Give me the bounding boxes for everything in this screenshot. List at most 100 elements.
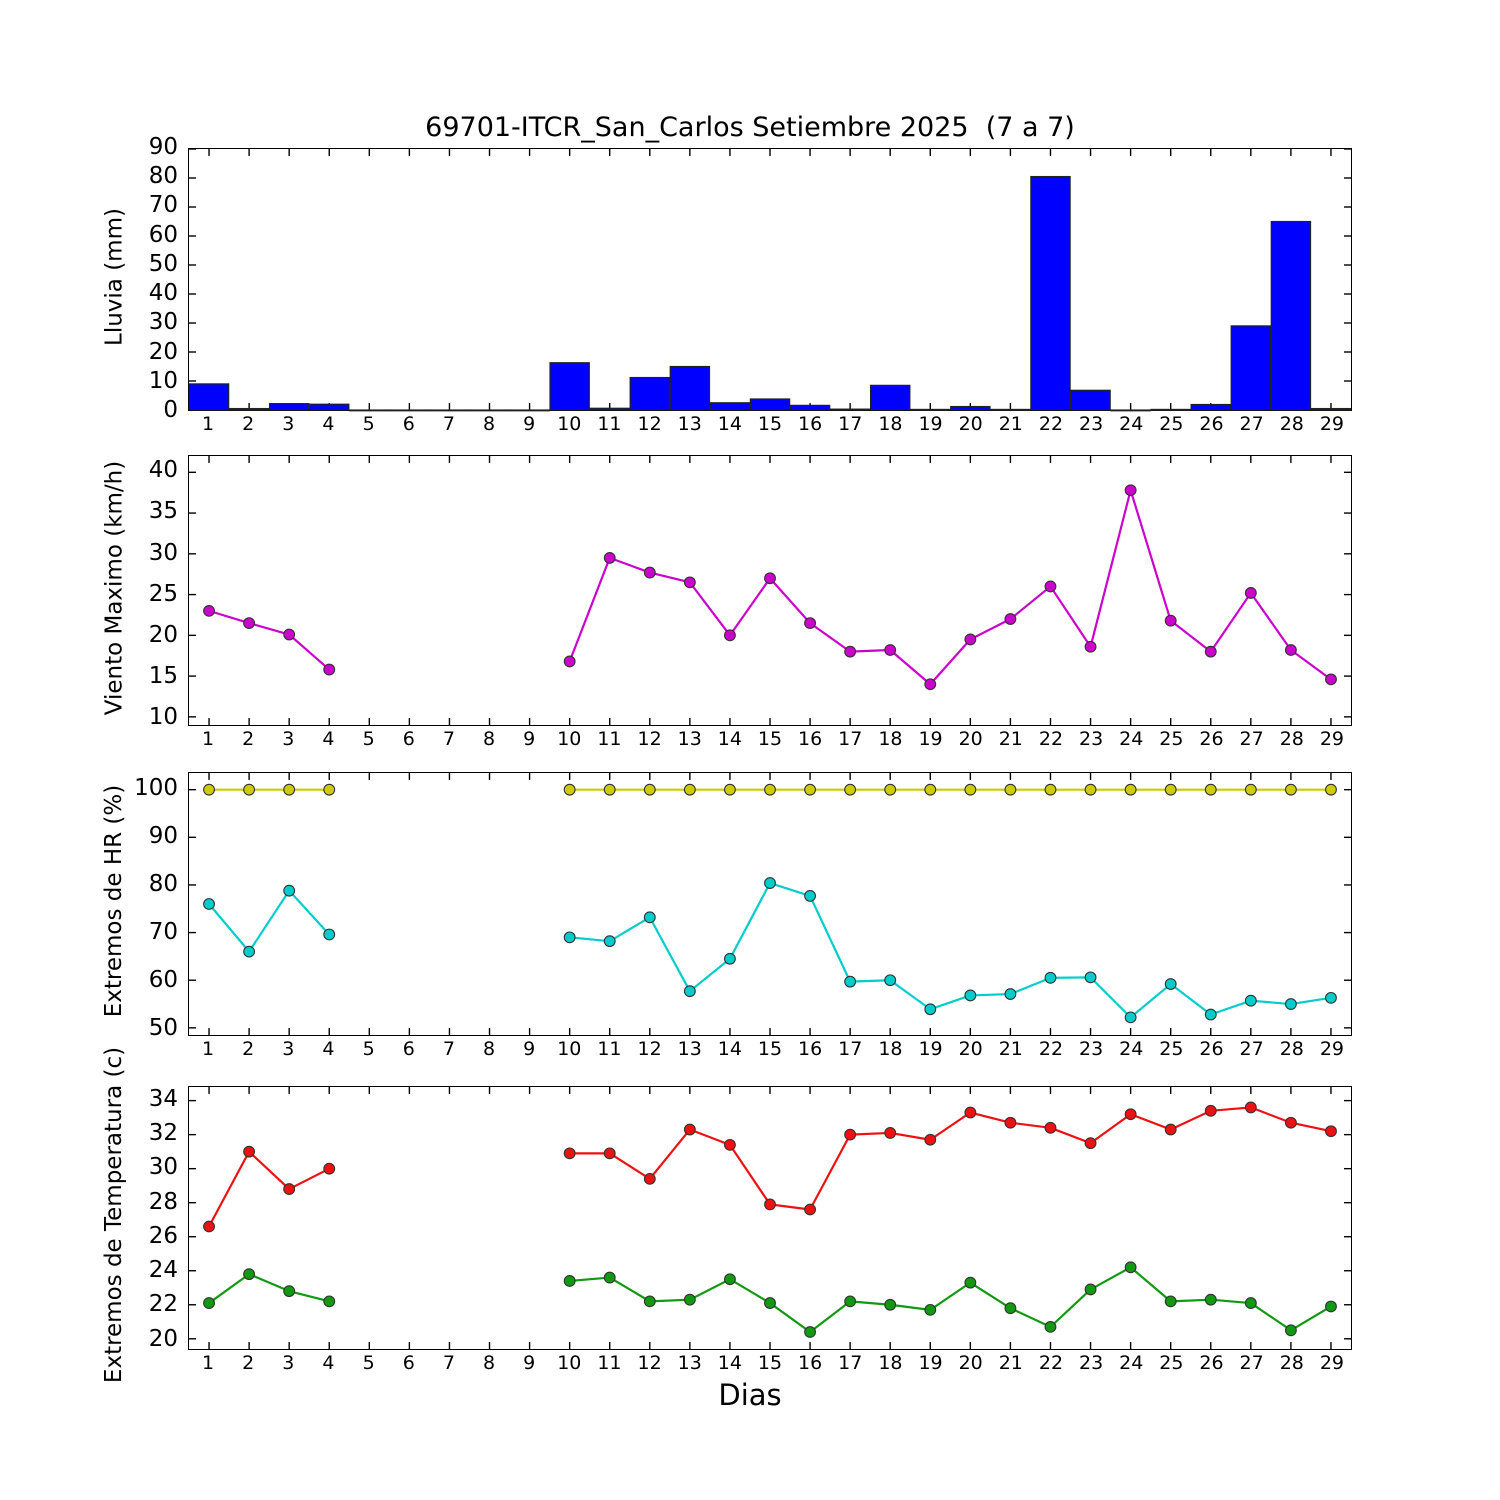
data-point-marker — [723, 783, 736, 796]
x-tick-label: 25 — [1159, 728, 1184, 750]
data-point-marker — [1244, 587, 1257, 599]
figure-title: 69701-ITCR_San_Carlos Setiembre 2025 (7 … — [425, 112, 1075, 143]
data-point-marker — [203, 1220, 215, 1233]
y-tick-label: 35 — [148, 498, 178, 525]
data-point-marker — [1164, 978, 1177, 990]
x-tick-label: 9 — [523, 1352, 536, 1374]
data-point-marker — [683, 783, 696, 796]
y-tick-label: 26 — [148, 1222, 178, 1249]
x-tick-label: 10 — [557, 1352, 582, 1374]
data-point-marker — [1284, 783, 1297, 796]
y-tick-label: 32 — [148, 1120, 178, 1146]
data-point-marker — [1164, 1123, 1177, 1136]
data-point-marker — [1044, 1121, 1057, 1134]
data-point-marker — [1284, 1324, 1297, 1337]
x-tick-label: 14 — [717, 728, 742, 750]
data-point-marker — [764, 1198, 776, 1211]
x-tick-label: 27 — [1239, 413, 1264, 435]
data-point-marker — [924, 1003, 937, 1016]
x-tick-label: 7 — [442, 413, 455, 435]
x-tick-label: 4 — [322, 413, 335, 435]
data-point-marker — [764, 572, 776, 585]
data-point-marker — [1124, 783, 1137, 796]
x-tick-label: 28 — [1279, 413, 1304, 435]
x-tick-label: 11 — [597, 1352, 622, 1374]
x-tick-label: 5 — [362, 728, 375, 750]
x-tick-label: 18 — [878, 728, 903, 750]
data-point-marker — [844, 645, 857, 658]
x-tick-label: 6 — [402, 728, 415, 750]
data-point-marker — [1284, 998, 1297, 1010]
y-tick-label: 90 — [148, 822, 178, 849]
x-tick-label: 14 — [717, 1038, 742, 1060]
y-tick-label: 80 — [148, 870, 178, 897]
x-tick-label: 20 — [958, 728, 983, 750]
x-tick-label: 17 — [838, 728, 863, 750]
data-point-marker — [1004, 613, 1017, 625]
data-point-marker — [1124, 1261, 1137, 1274]
rain-bar — [829, 408, 871, 411]
data-point-marker — [924, 678, 937, 691]
y-tick-label: 0 — [163, 397, 178, 423]
x-tick-label: 27 — [1239, 1352, 1264, 1374]
rain-bar — [509, 409, 550, 412]
data-point-marker — [884, 644, 897, 656]
data-point-marker — [1204, 1008, 1217, 1021]
data-point-marker — [964, 1276, 977, 1289]
data-point-marker — [1244, 783, 1257, 796]
yaxis-ticks-hr: 50 60 70 80 90 100 — [126, 772, 178, 1039]
y-tick-label: 40 — [148, 457, 178, 484]
data-point-marker — [643, 566, 656, 579]
y-tick-label: 80 — [148, 163, 178, 190]
data-point-marker — [804, 1326, 817, 1338]
x-tick-label: 26 — [1199, 1352, 1224, 1374]
x-tick-label: 4 — [322, 728, 335, 750]
data-point-marker — [563, 1147, 576, 1160]
data-point-marker — [1124, 484, 1137, 497]
x-tick-label: 8 — [482, 1038, 496, 1060]
data-point-marker — [1084, 1137, 1097, 1150]
y-tick-label: 20 — [148, 338, 178, 365]
data-point-marker — [603, 1147, 616, 1160]
data-point-marker — [1164, 783, 1177, 796]
x-tick-label: 16 — [798, 1352, 823, 1374]
x-tick-label: 17 — [838, 413, 863, 435]
y-tick-label: 24 — [148, 1257, 178, 1284]
panel-hr — [188, 772, 1352, 1036]
x-tick-label: 24 — [1119, 1352, 1144, 1374]
y-tick-label: 70 — [148, 918, 178, 945]
x-tick-label: 17 — [838, 1352, 863, 1374]
x-tick-label: 11 — [597, 728, 622, 750]
xaxis-label: Dias — [718, 1378, 782, 1412]
x-tick-label: 10 — [557, 413, 582, 435]
x-tick-label: 8 — [482, 1352, 496, 1374]
rain-bar — [1030, 175, 1071, 411]
data-point-marker — [764, 1297, 776, 1309]
rain-bar — [349, 409, 390, 412]
x-tick-label: 12 — [637, 413, 662, 435]
y-tick-label: 20 — [148, 621, 178, 648]
data-point-marker — [243, 945, 256, 958]
x-tick-label: 1 — [202, 728, 215, 750]
data-point-marker — [1164, 1295, 1177, 1308]
rain-bar — [228, 407, 270, 411]
x-tick-label: 9 — [523, 413, 536, 435]
data-point-marker — [1044, 971, 1057, 984]
data-point-marker — [203, 898, 215, 910]
x-tick-label: 13 — [677, 1038, 702, 1060]
data-point-marker — [844, 1295, 857, 1308]
panel-viento — [188, 455, 1352, 726]
data-point-marker — [964, 1106, 977, 1119]
data-point-marker — [884, 783, 897, 796]
data-point-marker — [1244, 1297, 1257, 1309]
x-tick-label: 6 — [402, 413, 415, 435]
data-point-marker — [1325, 673, 1337, 686]
x-tick-label: 26 — [1199, 413, 1224, 435]
x-tick-label: 2 — [242, 1038, 255, 1060]
x-tick-label: 6 — [402, 1352, 415, 1374]
rain-bar — [1070, 389, 1111, 411]
x-tick-label: 29 — [1319, 728, 1345, 750]
x-tick-label: 19 — [918, 1352, 943, 1374]
x-tick-label: 26 — [1199, 728, 1224, 750]
x-tick-label: 16 — [798, 413, 823, 435]
